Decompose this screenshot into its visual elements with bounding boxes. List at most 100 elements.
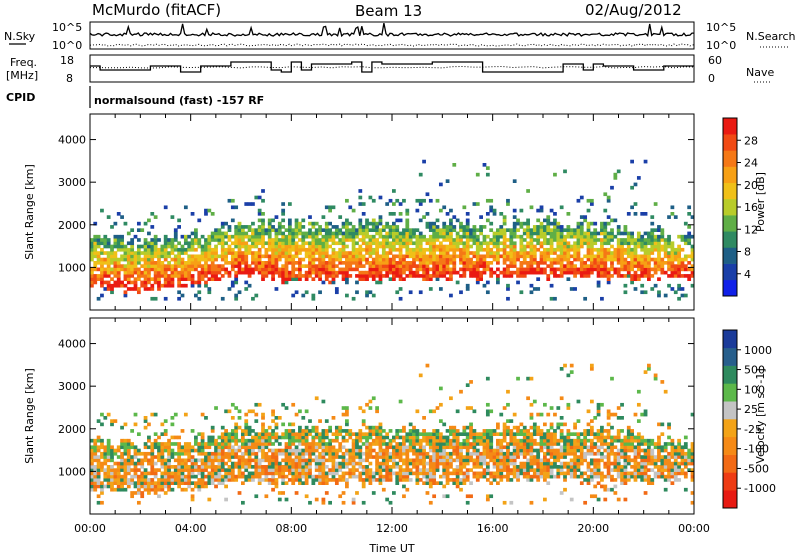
heatmap-cell bbox=[670, 205, 675, 210]
heatmap-cell bbox=[281, 471, 286, 476]
heatmap-cell bbox=[123, 487, 128, 492]
heatmap-cell bbox=[194, 461, 198, 466]
heatmap-cell bbox=[653, 283, 658, 288]
heatmap-cell bbox=[200, 445, 205, 450]
heatmap-cell bbox=[264, 254, 269, 259]
heatmap-cell bbox=[526, 396, 530, 401]
heatmap-cell bbox=[395, 247, 400, 252]
heatmap-cell bbox=[663, 293, 668, 298]
heatmap-cell bbox=[294, 261, 299, 265]
heatmap-cell bbox=[375, 274, 379, 278]
heatmap-cell bbox=[163, 484, 168, 489]
heatmap-cell bbox=[539, 267, 544, 272]
heatmap-cell bbox=[492, 241, 497, 246]
heatmap-cell bbox=[371, 442, 376, 446]
heatmap-cell bbox=[442, 445, 447, 450]
heatmap-cell bbox=[234, 461, 239, 466]
heatmap-cell bbox=[418, 231, 423, 236]
heatmap-cell bbox=[241, 244, 245, 249]
heatmap-cell bbox=[254, 261, 259, 265]
heatmap-cell bbox=[680, 247, 685, 252]
heatmap-cell bbox=[569, 267, 574, 272]
heatmap-cell bbox=[539, 435, 544, 440]
heatmap-cell bbox=[549, 234, 554, 239]
heatmap-cell bbox=[140, 280, 145, 285]
heatmap-cell bbox=[677, 257, 681, 262]
heatmap-cell bbox=[475, 451, 480, 456]
heatmap-cell bbox=[502, 461, 507, 466]
heatmap-cell bbox=[183, 270, 188, 275]
heatmap-cell bbox=[653, 228, 658, 232]
heatmap-cell bbox=[418, 238, 423, 242]
heatmap-cell bbox=[465, 241, 470, 246]
heatmap-cell bbox=[224, 221, 228, 226]
heatmap-cell bbox=[573, 231, 577, 236]
heatmap-cell bbox=[96, 471, 101, 476]
heatmap-cell bbox=[298, 435, 302, 440]
heatmap-cell bbox=[187, 244, 192, 249]
heatmap-cell bbox=[683, 238, 688, 242]
heatmap-cell bbox=[217, 445, 222, 450]
heatmap-cell bbox=[472, 461, 477, 466]
heatmap-cell bbox=[298, 270, 302, 275]
heatmap-cell bbox=[432, 432, 437, 436]
heatmap-cell bbox=[381, 487, 386, 492]
heatmap-cell bbox=[214, 465, 218, 469]
heatmap-cell bbox=[469, 451, 473, 456]
heatmap-cell bbox=[365, 458, 369, 463]
heatmap-cell bbox=[227, 409, 232, 414]
heatmap-cell bbox=[167, 283, 171, 288]
heatmap-cell bbox=[606, 231, 611, 236]
heatmap-cell bbox=[140, 481, 145, 485]
heatmap-cell bbox=[126, 438, 131, 443]
heatmap-cell bbox=[110, 225, 114, 229]
heatmap-cell bbox=[157, 458, 161, 463]
heatmap-cell bbox=[321, 438, 326, 443]
heatmap-cell bbox=[170, 251, 175, 255]
heatmap-cell bbox=[502, 244, 507, 249]
heatmap-cell bbox=[147, 244, 151, 249]
heatmap-cell bbox=[509, 461, 514, 466]
heatmap-cell bbox=[217, 465, 222, 469]
heatmap-cell bbox=[241, 238, 245, 242]
heatmap-cell bbox=[361, 241, 366, 246]
heatmap-cell bbox=[365, 478, 369, 482]
heatmap-cell bbox=[204, 468, 208, 472]
heatmap-cell bbox=[274, 451, 279, 456]
heatmap-cell bbox=[566, 277, 571, 281]
heatmap-cell bbox=[214, 247, 218, 252]
heatmap-cell bbox=[147, 451, 151, 456]
heatmap-cell bbox=[147, 422, 151, 427]
heatmap-cell bbox=[573, 264, 577, 268]
cpid-panel: CPID normalsound (fast) -157 RF bbox=[6, 86, 264, 108]
heatmap-cell bbox=[626, 234, 631, 239]
heatmap-cell bbox=[546, 451, 551, 456]
heatmap-cell bbox=[479, 254, 483, 259]
heatmap-cell bbox=[324, 205, 329, 210]
heatmap-cell bbox=[569, 438, 574, 443]
heatmap-cell bbox=[194, 435, 198, 440]
heatmap-cell bbox=[472, 264, 477, 268]
heatmap-cell bbox=[549, 251, 554, 255]
heatmap-cell bbox=[418, 198, 423, 203]
heatmap-cell bbox=[626, 261, 631, 265]
heatmap-cell bbox=[643, 244, 648, 249]
heatmap-cell bbox=[261, 270, 265, 275]
heatmap-cell bbox=[519, 290, 524, 295]
heatmap-cell bbox=[224, 455, 228, 459]
heatmap-cell bbox=[408, 471, 413, 476]
heatmap-cell bbox=[100, 247, 104, 252]
heatmap-cell bbox=[485, 267, 490, 272]
heatmap-cell bbox=[589, 267, 594, 272]
heatmap-cell bbox=[509, 432, 514, 436]
heatmap-cell bbox=[116, 461, 121, 466]
heatmap-cell bbox=[395, 238, 400, 242]
heatmap-cell bbox=[516, 254, 520, 259]
heatmap-cell bbox=[110, 471, 114, 476]
heatmap-cell bbox=[200, 267, 205, 272]
heatmap-cell bbox=[348, 468, 353, 472]
heatmap-cell bbox=[304, 451, 309, 456]
heatmap-cell bbox=[455, 247, 460, 252]
heatmap-cell bbox=[392, 277, 396, 281]
heatmap-cell bbox=[261, 416, 265, 420]
